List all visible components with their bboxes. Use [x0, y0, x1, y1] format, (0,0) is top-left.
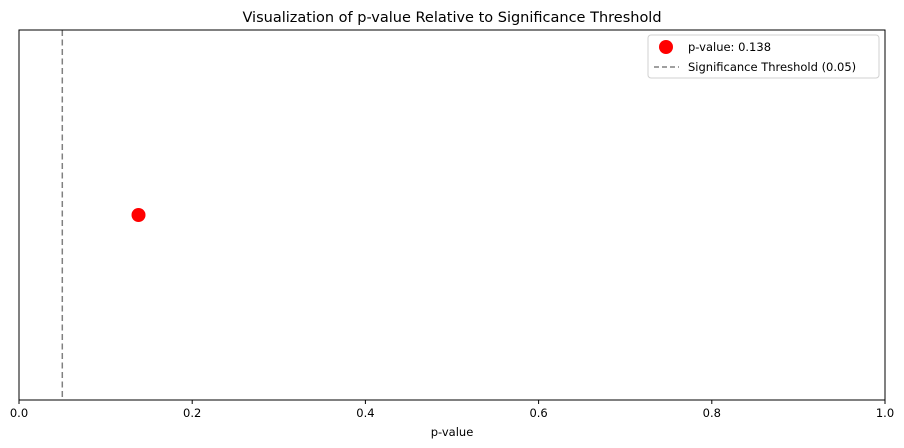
x-tick-label: 0.2 [183, 406, 201, 420]
legend-box [647, 34, 880, 79]
x-tick-label: 0.6 [529, 406, 547, 420]
x-tick-label: 1.0 [876, 406, 894, 420]
data-point-pvalue [131, 208, 146, 222]
legend-label-threshold: Significance Threshold (0.05) [688, 60, 856, 74]
legend-marker-pvalue [659, 40, 673, 54]
x-axis-label: p-value [431, 425, 474, 439]
x-tick-label: 0.8 [703, 406, 721, 420]
x-tick-label: 0.4 [356, 406, 374, 420]
chart-title: Visualization of p-value Relative to Sig… [242, 10, 661, 26]
plot-area [61, 30, 146, 400]
plot-frame [18, 29, 886, 401]
x-tick-label: 0.0 [10, 406, 28, 420]
legend-label-pvalue: p-value: 0.138 [688, 40, 771, 54]
x-axis: 0.0 0.2 0.4 0.6 0.8 1.0 [10, 400, 894, 420]
legend: p-value: 0.138 Significance Threshold (0… [647, 34, 880, 79]
